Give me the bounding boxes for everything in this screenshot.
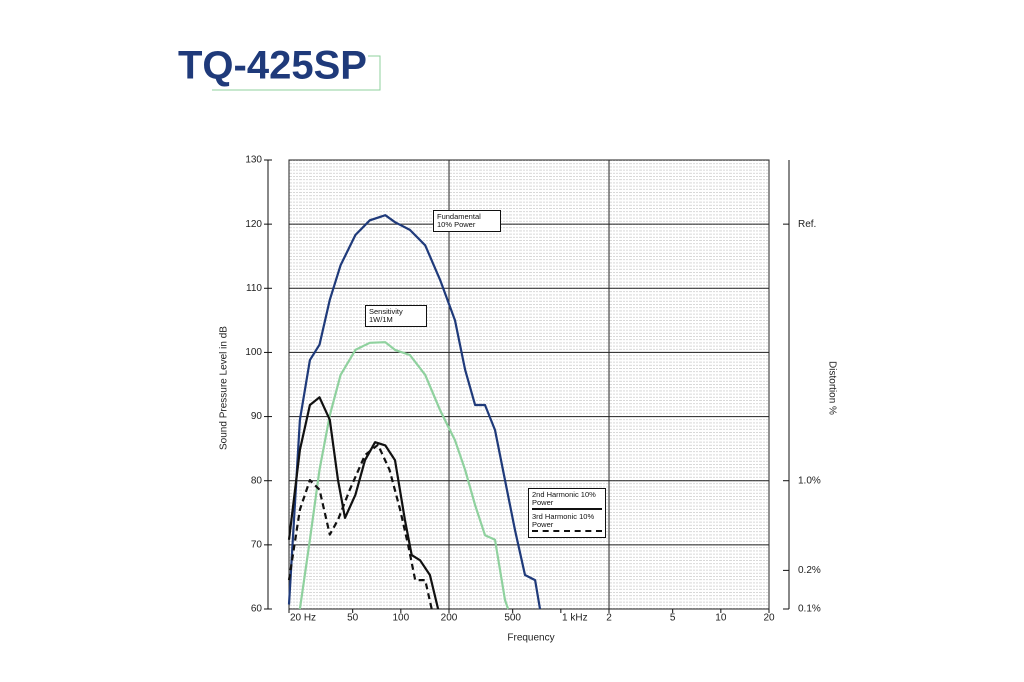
line-series — [287, 396, 440, 610]
y-tick-label: 110 — [246, 283, 262, 294]
y-tick-label: 70 — [251, 539, 263, 550]
title-underline — [212, 55, 381, 91]
y-tick-label: 80 — [251, 475, 263, 486]
line-series — [287, 443, 433, 610]
x-tick-label: 500 — [504, 613, 521, 624]
y-tick-label: 100 — [245, 347, 262, 358]
series-label: Sensitivity 1W/1M — [369, 307, 403, 324]
line-series — [298, 341, 510, 610]
x-tick-label: 20 Hz — [290, 613, 316, 624]
y2-tick-label: 0.1% — [798, 604, 821, 615]
y-tick-label: 90 — [251, 411, 263, 422]
series-label-box: Fundamental 10% Power — [433, 210, 501, 232]
y2-tick-label: 0.2% — [798, 565, 821, 576]
y-tick-label: 60 — [251, 604, 263, 615]
y2-axis-label: Distortion % — [826, 361, 837, 415]
x-tick-label: 2 — [606, 613, 612, 624]
legend-swatch — [532, 530, 602, 532]
y-tick-label: 130 — [245, 155, 262, 166]
series-label: Fundamental 10% Power — [437, 212, 481, 229]
x-tick-label: 50 — [347, 613, 359, 624]
x-tick-label: 10 — [715, 613, 727, 624]
y2-tick-label: Ref. — [798, 219, 816, 230]
y-axis-label: Sound Pressure Level in dB — [219, 326, 230, 450]
series-label: 2nd Harmonic 10% Power — [532, 490, 596, 507]
x-tick-label: 20 — [763, 613, 775, 624]
x-tick-label: 100 — [392, 613, 409, 624]
y2-tick-label: 1.0% — [798, 475, 821, 486]
minor-grid — [289, 160, 769, 609]
series-label-box: Sensitivity 1W/1M — [365, 305, 427, 327]
x-tick-label: 5 — [670, 613, 676, 624]
x-tick-label: 200 — [441, 613, 458, 624]
x-tick-label: 1 kHz — [562, 613, 588, 624]
legend-swatch — [532, 508, 602, 510]
line-series — [287, 214, 542, 610]
series-label-box: 2nd Harmonic 10% Power 3rd Harmonic 10% P… — [528, 488, 606, 538]
x-axis-label: Frequency — [507, 633, 554, 644]
chart-title: TQ-425SP — [178, 44, 367, 88]
series-label: 3rd Harmonic 10% Power — [532, 512, 595, 529]
y-tick-label: 120 — [245, 219, 262, 230]
